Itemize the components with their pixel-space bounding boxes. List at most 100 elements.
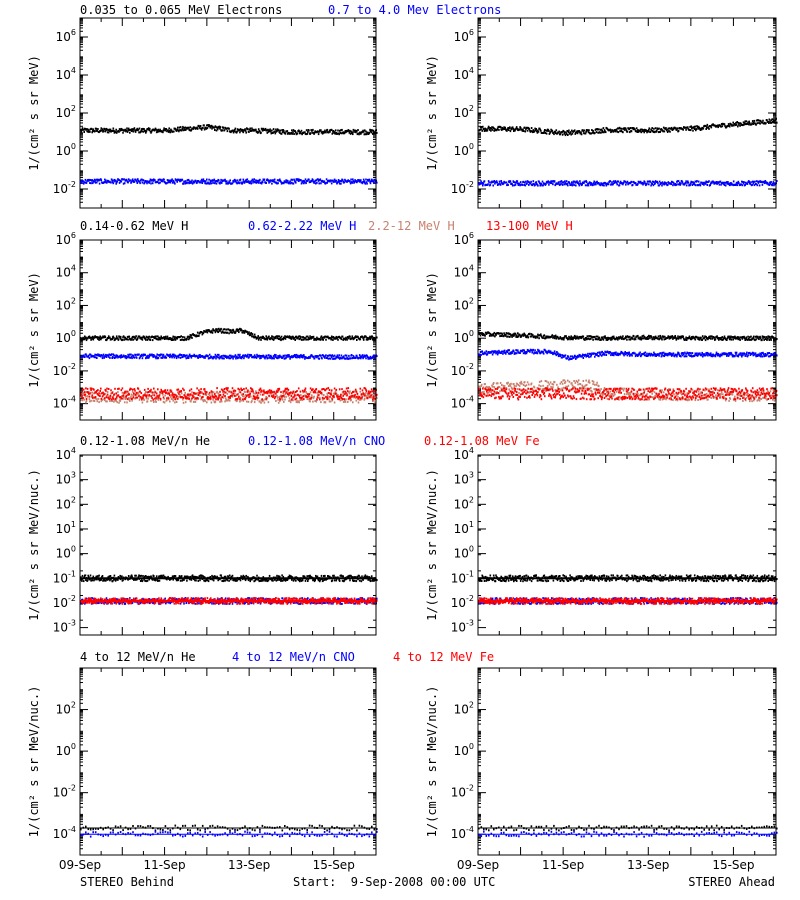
data-point bbox=[169, 129, 171, 132]
data-point bbox=[193, 181, 196, 184]
data-point bbox=[162, 129, 165, 132]
data-point bbox=[329, 395, 331, 398]
data-point bbox=[586, 184, 589, 187]
data-point bbox=[105, 400, 107, 403]
data-point bbox=[759, 119, 762, 122]
data-point bbox=[184, 182, 186, 185]
data-point bbox=[276, 389, 278, 392]
data-point bbox=[301, 389, 304, 392]
data-point bbox=[219, 182, 221, 185]
data-point bbox=[564, 182, 567, 185]
data-point bbox=[324, 335, 327, 338]
data-point bbox=[284, 335, 286, 338]
data-point bbox=[205, 394, 208, 396]
data-point bbox=[177, 397, 179, 400]
data-point bbox=[603, 131, 605, 134]
data-point bbox=[215, 182, 218, 185]
data-point bbox=[358, 133, 360, 136]
data-point bbox=[755, 119, 758, 122]
data-point bbox=[266, 338, 269, 341]
series-title: 0.12-1.08 MeV/n He bbox=[80, 434, 210, 448]
data-point bbox=[326, 392, 328, 395]
data-point bbox=[304, 387, 307, 390]
data-point bbox=[755, 123, 757, 126]
data-point bbox=[140, 392, 143, 395]
data-point bbox=[745, 120, 748, 123]
data-point bbox=[295, 131, 297, 134]
data-point bbox=[99, 335, 101, 338]
data-point bbox=[364, 393, 367, 396]
data-point bbox=[222, 354, 225, 357]
data-point bbox=[153, 354, 155, 356]
data-point bbox=[216, 390, 218, 393]
data-point bbox=[253, 401, 256, 404]
data-point bbox=[80, 181, 83, 184]
data-point bbox=[234, 394, 236, 397]
data-point bbox=[523, 184, 525, 186]
data-point bbox=[168, 127, 170, 130]
data-point bbox=[257, 128, 260, 131]
data-point bbox=[111, 400, 113, 402]
data-point bbox=[328, 357, 331, 360]
data-point bbox=[357, 401, 360, 404]
data-point bbox=[216, 353, 219, 356]
data-point bbox=[541, 180, 544, 183]
data-point bbox=[251, 127, 253, 130]
data-point bbox=[208, 329, 210, 332]
data-point bbox=[88, 129, 90, 132]
data-point bbox=[641, 181, 644, 184]
data-point bbox=[182, 355, 184, 358]
data-point bbox=[141, 401, 144, 404]
data-point bbox=[179, 336, 181, 338]
data-point bbox=[750, 181, 752, 184]
data-point bbox=[277, 338, 280, 340]
data-point bbox=[642, 129, 645, 132]
data-point bbox=[744, 120, 746, 123]
data-point bbox=[200, 128, 203, 131]
data-point bbox=[369, 128, 371, 131]
data-point bbox=[215, 180, 217, 182]
data-point bbox=[224, 391, 227, 394]
data-point bbox=[265, 335, 267, 338]
data-point bbox=[724, 184, 727, 187]
data-point bbox=[151, 354, 154, 357]
data-point bbox=[354, 131, 357, 134]
data-point bbox=[308, 338, 311, 340]
data-point bbox=[338, 388, 341, 391]
data-point bbox=[207, 393, 210, 396]
data-point bbox=[253, 398, 255, 401]
data-point bbox=[234, 389, 237, 392]
data-point bbox=[347, 387, 350, 390]
data-point bbox=[707, 126, 710, 129]
data-point bbox=[277, 182, 279, 185]
data-point bbox=[190, 398, 193, 401]
data-point bbox=[283, 357, 286, 360]
data-point bbox=[230, 354, 232, 357]
data-point bbox=[341, 398, 344, 400]
data-point bbox=[113, 354, 115, 357]
data-point bbox=[634, 182, 637, 184]
data-point bbox=[90, 127, 93, 130]
data-point bbox=[141, 336, 143, 339]
data-point bbox=[533, 130, 536, 133]
data-point bbox=[252, 390, 254, 393]
data-point bbox=[655, 130, 657, 133]
data-point bbox=[106, 400, 108, 403]
data-point bbox=[86, 387, 89, 390]
data-point bbox=[300, 397, 303, 400]
data-point bbox=[233, 389, 235, 392]
data-point bbox=[81, 399, 84, 402]
data-point bbox=[297, 356, 300, 359]
data-point bbox=[177, 388, 180, 391]
data-point bbox=[284, 389, 286, 392]
data-point bbox=[239, 128, 242, 131]
data-point bbox=[317, 355, 319, 358]
data-point bbox=[637, 183, 639, 186]
data-point bbox=[96, 336, 99, 339]
data-point bbox=[234, 128, 236, 131]
data-point bbox=[595, 128, 597, 131]
data-point bbox=[169, 131, 172, 134]
data-point bbox=[186, 337, 188, 340]
data-point bbox=[166, 182, 168, 185]
data-point bbox=[313, 389, 316, 392]
